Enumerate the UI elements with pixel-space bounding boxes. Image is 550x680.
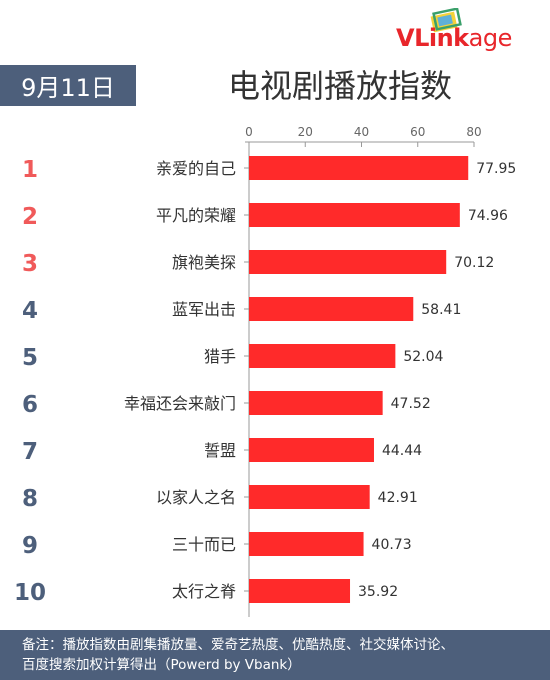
x-tick-label-3: 60 (410, 125, 425, 139)
chart-row: 8 以家人之名 42.91 (22, 485, 418, 512)
category-label: 旗袍美探 (172, 253, 236, 272)
bar (249, 203, 460, 227)
chart-row: 9 三十而已 40.73 (22, 532, 412, 559)
rank-number: 7 (22, 439, 38, 465)
rank-number: 1 (22, 157, 38, 183)
footer-line-1: 备注：播放指数由剧集播放量、爱奇艺热度、优酷热度、社交媒体讨论、 (22, 637, 454, 653)
value-label: 44.44 (382, 443, 422, 459)
bar (249, 579, 351, 603)
chart-row: 10 太行之脊 35.92 (14, 579, 398, 606)
bar (249, 438, 374, 462)
bar (249, 297, 414, 321)
bar (249, 532, 364, 556)
footer-line-2: 百度搜索加权计算得出（Powerd by Vbank） (22, 657, 301, 673)
value-label: 74.96 (468, 208, 508, 224)
chart-row: 6 幸福还会来敲门 47.52 (22, 391, 431, 418)
chart-row: 2 平凡的荣耀 74.96 (22, 203, 508, 230)
rank-number: 5 (22, 345, 38, 371)
x-axis: 0 20 40 60 80 (245, 125, 482, 147)
x-tick-label-1: 20 (298, 125, 313, 139)
bar (249, 485, 370, 509)
rank-number: 2 (22, 204, 38, 230)
chart-title: 电视剧播放指数 (227, 67, 452, 105)
logo-mark-icon (430, 8, 462, 33)
bar (249, 156, 469, 180)
chart-row: 3 旗袍美探 70.12 (22, 250, 494, 277)
value-label: 47.52 (391, 396, 431, 412)
chart-rows: 1 亲爱的自己 77.95 2 平凡的荣耀 74.96 3 旗袍美探 70.12 4 蓝军出击 58.… (14, 156, 516, 606)
vlinkage-logo: VLinkage (390, 6, 530, 54)
logo-text: VLinkage (396, 24, 512, 52)
footer-note: 备注：播放指数由剧集播放量、爱奇艺热度、优酷热度、社交媒体讨论、 百度搜索加权计… (0, 630, 550, 680)
chart-row: 1 亲爱的自己 77.95 (22, 156, 516, 183)
value-label: 35.92 (358, 584, 398, 600)
logo-main: VLink (396, 24, 469, 52)
rank-number: 9 (22, 533, 38, 559)
category-label: 蓝军出击 (172, 300, 236, 319)
x-tick-label-4: 80 (466, 125, 481, 139)
rank-number: 8 (22, 486, 38, 512)
value-label: 40.73 (372, 537, 412, 553)
category-label: 太行之脊 (172, 582, 236, 601)
chart-row: 4 蓝军出击 58.41 (22, 297, 461, 324)
category-label: 猎手 (204, 347, 236, 366)
value-label: 58.41 (421, 302, 461, 318)
rank-number: 4 (22, 298, 38, 324)
value-label: 77.95 (476, 161, 516, 177)
rank-number: 3 (22, 251, 38, 277)
category-label: 誓盟 (204, 441, 236, 460)
bar (249, 250, 447, 274)
value-label: 70.12 (454, 255, 494, 271)
category-label: 幸福还会来敲门 (124, 394, 236, 413)
category-label: 三十而已 (172, 535, 236, 554)
x-tick-label-2: 40 (354, 125, 369, 139)
value-label: 52.04 (403, 349, 443, 365)
category-label: 平凡的荣耀 (156, 206, 236, 225)
bar-chart: 0 20 40 60 80 1 亲爱的自己 77.95 2 平凡的荣耀 74.96 3 旗袍美探 70.… (14, 125, 516, 617)
rank-number: 6 (22, 392, 38, 418)
rank-number: 10 (14, 580, 46, 606)
logo-rest: age (468, 24, 513, 52)
chart-row: 5 猎手 52.04 (22, 344, 444, 371)
bar (249, 344, 396, 368)
category-label: 亲爱的自己 (156, 159, 236, 178)
chart-row: 7 誓盟 44.44 (22, 438, 422, 465)
date-badge: 9月11日 (0, 65, 136, 106)
category-label: 以家人之名 (156, 488, 236, 507)
bar (249, 391, 383, 415)
value-label: 42.91 (378, 490, 418, 506)
x-tick-label-0: 0 (245, 125, 253, 139)
